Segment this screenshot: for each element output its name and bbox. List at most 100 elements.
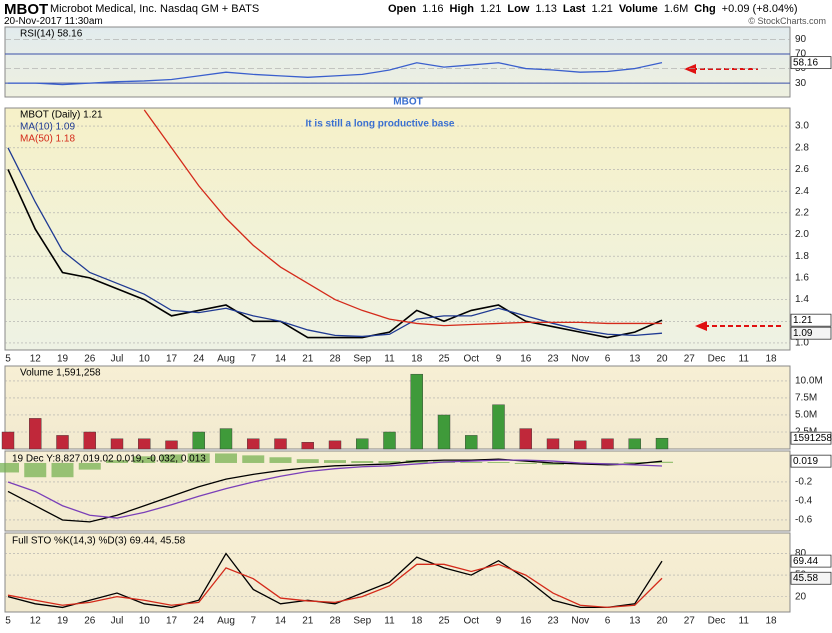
last-tag — [790, 431, 832, 445]
volume-bar — [356, 438, 369, 450]
histogram-bar — [133, 456, 156, 463]
x-tick-label: 13 — [629, 354, 641, 365]
x-tick-label: 11 — [384, 354, 395, 365]
last-tag — [790, 313, 832, 327]
volume-bar — [492, 404, 505, 450]
volume-bar — [247, 438, 260, 450]
volume-bar — [546, 438, 560, 450]
x-tick-label: Dec — [708, 354, 726, 365]
x-tick-label: 12 — [30, 616, 42, 627]
series-line — [7, 563, 663, 609]
y-tick-label: 5.0M — [795, 410, 817, 421]
panel — [4, 26, 791, 98]
x-tick-label: Oct — [463, 616, 479, 627]
quote-value: 1.6M — [663, 3, 689, 15]
x-tick-label: 19 — [57, 354, 69, 365]
x-tick-label: 24 — [193, 354, 205, 365]
x-tick-label: 12 — [30, 354, 42, 365]
y-tick-label: 10.0M — [795, 376, 823, 387]
last-tag — [790, 326, 832, 340]
x-tick-label: 6 — [605, 354, 611, 365]
histogram-bar — [106, 460, 128, 463]
volume-bar — [410, 373, 423, 450]
x-tick-label: 17 — [166, 616, 178, 627]
x-tick-label: 24 — [193, 616, 205, 627]
histogram-bar — [324, 460, 346, 463]
quote-label: Last — [562, 3, 586, 15]
y-tick-label: 2.2 — [795, 207, 809, 218]
last-label: 69.44 — [793, 556, 818, 567]
datetime: 20-Nov-2017 11:30am — [4, 16, 103, 27]
x-tick-label: Aug — [217, 354, 235, 365]
last-label: 1591258 — [793, 433, 832, 444]
quote-label: Chg — [694, 3, 716, 15]
x-tick-label: 5 — [5, 616, 11, 627]
brand: © StockCharts.com — [748, 16, 826, 26]
x-tick-label: 11 — [739, 354, 750, 365]
x-tick-label: 13 — [629, 616, 641, 627]
y-tick-label: 70 — [795, 49, 807, 60]
y-tick-label: 30 — [795, 78, 807, 89]
x-tick-label: 7 — [250, 616, 256, 627]
x-tick-label: 17 — [166, 354, 178, 365]
quote-label: Volume — [618, 3, 658, 15]
histogram-bar — [242, 455, 265, 463]
x-tick-label: 27 — [684, 354, 696, 365]
series-line — [7, 552, 663, 609]
x-tick-label: 19 — [57, 616, 69, 627]
x-tick-label: 25 — [438, 616, 450, 627]
histogram-bar — [542, 462, 564, 465]
panel — [4, 450, 791, 532]
x-tick-label: 16 — [520, 616, 532, 627]
x-tick-label: 14 — [275, 354, 287, 365]
histogram-bar — [623, 462, 646, 463]
y-tick-label: -0.2 — [795, 477, 813, 488]
volume-bar — [328, 440, 342, 450]
series-line — [8, 61, 663, 86]
x-tick-label: 28 — [329, 616, 341, 627]
volume-bar — [437, 414, 451, 450]
y-tick-label: -0.4 — [795, 496, 813, 507]
y-tick-label: -0.6 — [795, 515, 813, 526]
x-tick-label: 18 — [411, 354, 423, 365]
quote-label: Open — [388, 3, 417, 15]
x-tick-label: 9 — [496, 354, 502, 365]
histogram-bar — [269, 457, 292, 463]
x-tick-label: 6 — [605, 616, 611, 627]
volume-bar — [601, 438, 614, 450]
histogram-bar — [351, 461, 374, 463]
quote-value: 1.21 — [591, 3, 613, 15]
x-tick-label: 21 — [302, 354, 314, 365]
volume-bar — [301, 441, 314, 450]
histogram-bar — [514, 462, 537, 464]
x-tick-label: Sep — [353, 354, 371, 365]
volume-bar — [519, 428, 532, 450]
histogram-bar — [187, 453, 210, 463]
last-tag — [790, 554, 832, 568]
panel — [4, 365, 791, 450]
y-tick-label: 20 — [795, 591, 807, 602]
legend-label: Volume 1,591,258 — [20, 368, 101, 379]
y-tick-label: 2.6 — [795, 164, 809, 175]
y-tick-label: 1.0 — [795, 338, 809, 349]
last-label: 45.58 — [793, 573, 818, 584]
x-tick-label: 26 — [84, 616, 96, 627]
volume-bar — [56, 435, 69, 450]
x-tick-label: Nov — [571, 616, 589, 627]
y-tick-label: 7.5M — [795, 393, 817, 404]
x-tick-label: Sep — [353, 616, 371, 627]
x-tick-label: 14 — [275, 616, 287, 627]
volume-bar — [138, 438, 151, 450]
y-tick-label: 3.0 — [795, 121, 809, 132]
volume-bar — [192, 431, 205, 450]
annotation-title: MBOT — [393, 97, 422, 108]
x-tick-label: 11 — [384, 616, 395, 627]
x-tick-label: Aug — [217, 616, 235, 627]
x-tick-label: 11 — [739, 616, 750, 627]
x-tick-label: Jul — [111, 616, 124, 627]
histogram-bar — [160, 454, 183, 463]
x-tick-label: 5 — [5, 354, 11, 365]
x-tick-label: 27 — [684, 616, 696, 627]
